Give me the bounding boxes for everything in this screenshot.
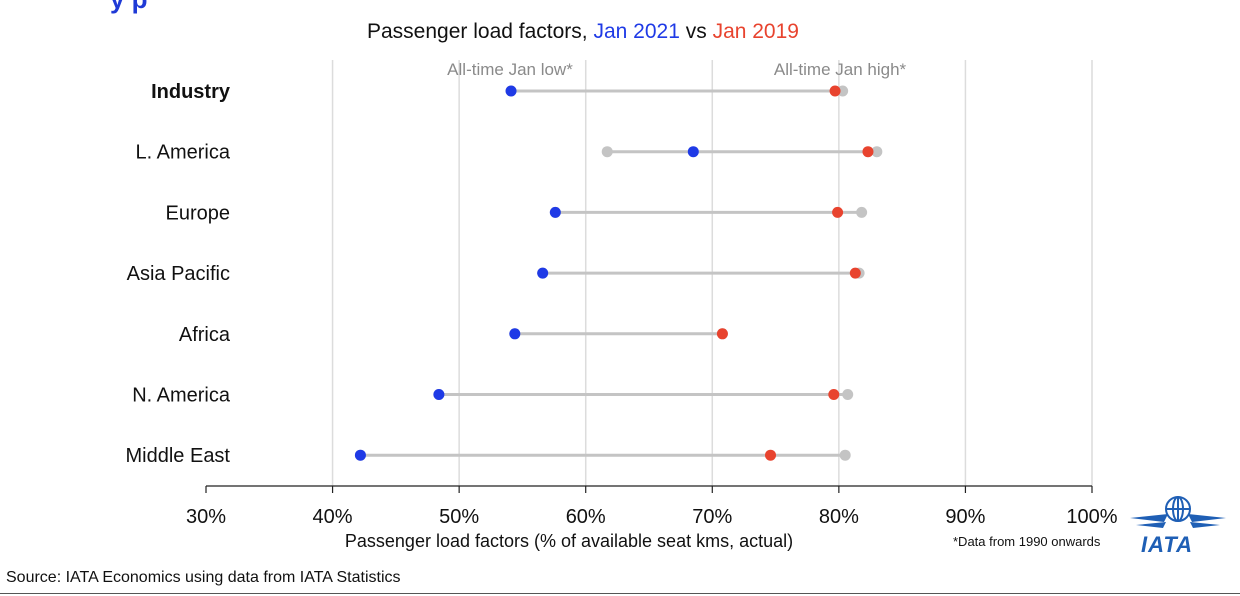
jan-2021-dot: [509, 328, 521, 340]
bottom-divider: [0, 593, 1240, 594]
chart-subtitle: Passenger load factors, Jan 2021 vs Jan …: [0, 20, 1166, 44]
jan-2021-dot: [537, 267, 549, 279]
x-tick-label: 40%: [313, 506, 353, 528]
x-axis-label: Passenger load factors (% of available s…: [345, 531, 793, 551]
jan-2019-dot: [765, 449, 777, 461]
subtitle-mid: vs: [679, 20, 713, 43]
jan-2019-dot: [716, 328, 728, 340]
source-line: Source: IATA Economics using data from I…: [6, 569, 401, 586]
x-tick-label: 80%: [819, 506, 859, 528]
all-time-high-dot: [837, 85, 849, 97]
subtitle-prefix: Passenger load factors,: [367, 20, 594, 43]
x-tick-label: 60%: [566, 506, 606, 528]
jan-2021-dot: [354, 449, 366, 461]
jan-2019-dot: [829, 85, 841, 97]
extreme-annotation: All-time Jan low*: [447, 60, 573, 79]
x-tick-label: 100%: [1066, 506, 1117, 528]
iata-logo-text: IATA: [1141, 532, 1194, 557]
x-tick-label: 90%: [945, 506, 985, 528]
subtitle-series-2019: Jan 2019: [712, 20, 799, 43]
all-time-low-dot: [601, 146, 613, 158]
category-label: Asia Pacific: [127, 263, 230, 285]
x-tick-label: 70%: [692, 506, 732, 528]
x-tick-label: 50%: [439, 506, 479, 528]
cut-off-title: y p: [0, 0, 1240, 14]
all-time-high-dot: [842, 389, 854, 400]
category-label: L. America: [136, 142, 231, 164]
category-label: Industry: [151, 81, 231, 103]
category-label: Africa: [179, 324, 231, 346]
jan-2019-dot: [862, 146, 874, 158]
iata-globe-logo-icon: [1130, 496, 1226, 528]
jan-2019-dot: [849, 267, 861, 279]
all-time-high-dot: [871, 146, 883, 158]
cut-off-title-text: y p: [110, 0, 148, 14]
category-label: Middle East: [126, 445, 231, 467]
jan-2021-dot: [505, 85, 517, 97]
category-label: N. America: [132, 385, 231, 407]
jan-2019-dot: [832, 206, 844, 218]
all-time-high-dot: [839, 449, 851, 461]
x-tick-label: 30%: [186, 506, 226, 528]
extreme-annotation: All-time Jan high*: [774, 60, 907, 79]
jan-2021-dot: [433, 389, 445, 400]
jan-2019-dot: [828, 389, 840, 400]
subtitle-series-2021: Jan 2021: [593, 20, 680, 43]
category-label: Europe: [166, 202, 231, 224]
jan-2021-dot: [549, 206, 561, 218]
all-time-high-dot: [856, 206, 868, 218]
footnote: *Data from 1990 onwards: [953, 534, 1101, 549]
jan-2021-dot: [687, 146, 699, 158]
